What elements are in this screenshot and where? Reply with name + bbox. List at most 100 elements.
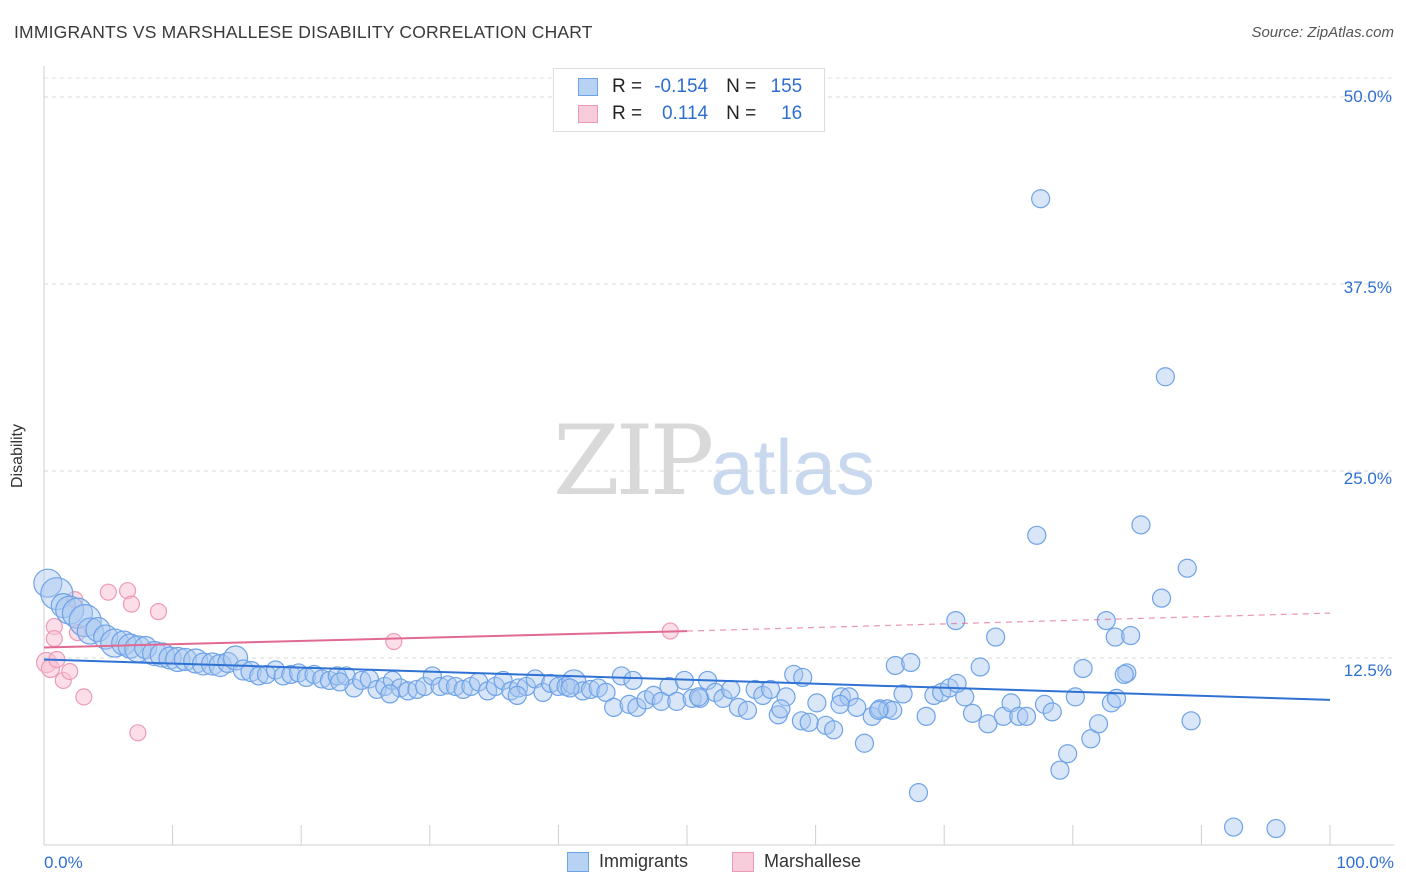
immigrants-point: [596, 682, 616, 703]
immigrants-point: [256, 664, 277, 685]
legend-r-label: R =: [612, 103, 643, 124]
immigrants-point: [453, 679, 473, 700]
bottom-legend-label-immigrants: Immigrants: [599, 851, 689, 871]
immigrants-point: [893, 684, 913, 704]
immigrants-point: [265, 660, 286, 680]
immigrants-point: [1266, 818, 1286, 839]
watermark-zip: ZIP: [553, 405, 714, 517]
legend-r-label: R =: [612, 76, 643, 97]
legend-swatch-immigrants: [578, 78, 598, 96]
source-note: Source: ZipAtlas.com: [1251, 24, 1394, 41]
immigrants-point: [721, 679, 741, 700]
immigrants-point: [330, 672, 350, 692]
immigrants-point: [1050, 760, 1070, 780]
immigrants-point: [854, 733, 875, 753]
immigrants-point: [651, 691, 671, 711]
immigrants-point: [485, 676, 505, 697]
y-tick-37-5: 37.5%: [1343, 278, 1392, 297]
immigrants-point: [830, 694, 850, 714]
immigrants-point: [560, 678, 580, 698]
immigrants-point: [1177, 558, 1197, 578]
immigrants-point: [580, 679, 601, 700]
immigrants-point: [344, 678, 364, 698]
immigrants-point: [149, 642, 175, 668]
immigrants-point: [1088, 714, 1109, 734]
immigrants-point: [1114, 664, 1134, 685]
immigrants-point: [771, 699, 791, 719]
immigrants-point: [380, 684, 400, 704]
legend-n-value: 16: [781, 103, 803, 124]
immigrants-point: [1181, 711, 1201, 731]
immigrants-point: [688, 687, 709, 707]
bottom-legend-label-marshallese: Marshallese: [764, 851, 862, 871]
immigrants-point: [165, 646, 191, 673]
immigrants-point: [1073, 658, 1093, 679]
immigrants-point: [824, 720, 844, 740]
marshallese-point: [385, 632, 403, 651]
immigrants-point: [831, 687, 851, 707]
immigrants-point: [847, 697, 867, 717]
immigrants-point: [643, 685, 664, 706]
legend-r-value: -0.154: [654, 76, 709, 97]
immigrants-point: [908, 783, 929, 803]
immigrants-point: [1034, 694, 1055, 714]
immigrants-point: [737, 700, 758, 720]
immigrants-point: [611, 666, 632, 686]
immigrants-point: [760, 679, 781, 700]
immigrants-point: [1058, 744, 1078, 764]
immigrants-point: [352, 670, 372, 691]
immigrants-trend-line: [43, 658, 1331, 701]
immigrants-point: [791, 711, 812, 731]
immigrants-point: [986, 627, 1006, 647]
immigrants-point: [407, 679, 427, 700]
immigrants-point: [793, 667, 813, 688]
immigrants-point: [962, 703, 983, 723]
immigrants-point: [40, 577, 74, 611]
immigrants-point: [390, 678, 410, 698]
immigrants-point: [1105, 627, 1125, 647]
marshallese-point: [61, 662, 79, 681]
immigrants-point: [367, 679, 387, 700]
immigrants-point: [807, 693, 827, 713]
immigrants-point: [1155, 367, 1175, 387]
immigrants-point: [1081, 729, 1101, 749]
immigrants-point: [799, 712, 819, 732]
immigrants-point: [217, 651, 239, 674]
marshallese-point: [129, 724, 147, 742]
legend-n-label: N =: [726, 103, 757, 124]
immigrants-point: [924, 685, 944, 706]
immigrants-point: [1031, 189, 1051, 209]
legend-swatch-marshallese: [578, 105, 598, 123]
x-axis-min-label: 0.0%: [44, 853, 83, 872]
legend-n-label: N =: [726, 76, 757, 97]
marshallese-point: [75, 688, 93, 706]
immigrants-point: [1223, 817, 1244, 837]
watermark: ZIPatlas: [553, 405, 875, 517]
correlation-legend: R = -0.154 N = 155 R = 0.114 N = 16: [553, 68, 825, 132]
immigrants-point: [415, 676, 435, 697]
immigrants-point: [1096, 610, 1116, 631]
immigrants-point: [141, 640, 168, 667]
immigrants-point: [682, 688, 702, 708]
immigrants-point: [100, 628, 130, 658]
immigrants-point: [1065, 687, 1085, 707]
immigrants-point: [978, 714, 998, 734]
immigrants-point: [1131, 515, 1151, 535]
immigrants-point: [1016, 706, 1037, 726]
y-tick-25: 25.0%: [1343, 469, 1392, 488]
immigrants-point: [1121, 625, 1141, 646]
immigrants-point: [916, 706, 936, 726]
immigrants-point: [430, 676, 450, 697]
immigrants-point: [947, 673, 967, 694]
immigrants-point: [901, 652, 921, 673]
y-tick-50: 50.0%: [1343, 87, 1392, 106]
immigrants-point: [883, 700, 903, 720]
bottom-legend-swatch-marshallese: [732, 851, 754, 872]
immigrants-point: [493, 670, 513, 691]
legend-r-value: 0.114: [661, 103, 709, 124]
immigrants-point: [753, 685, 773, 706]
legend-row-immigrants: R = -0.154 N = 155: [578, 75, 802, 99]
marshallese-trend-line: [43, 630, 688, 649]
immigrants-point: [445, 676, 466, 697]
